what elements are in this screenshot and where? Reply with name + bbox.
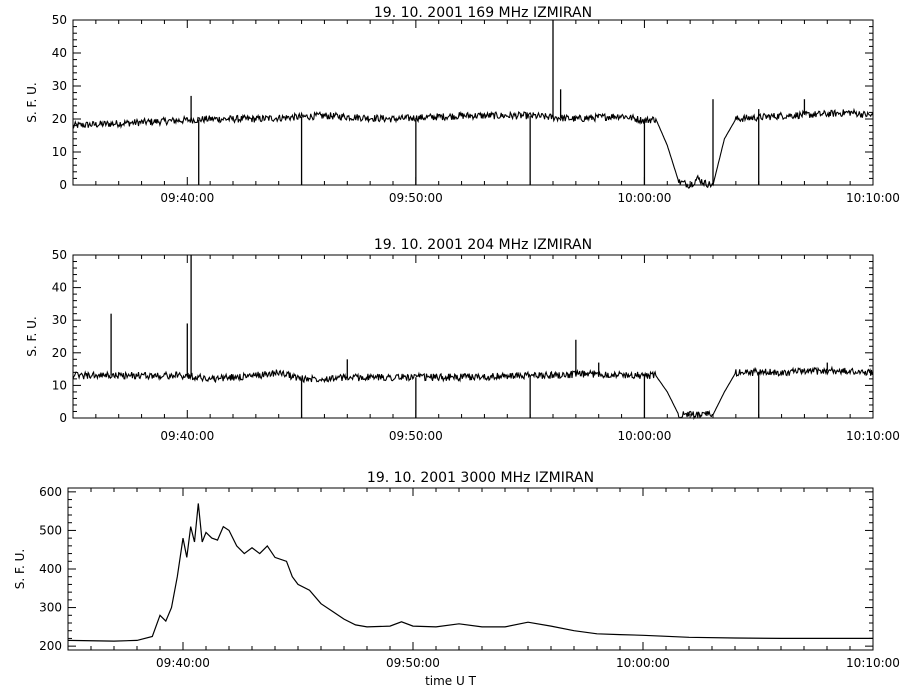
plot-frame: [72, 254, 874, 419]
x-tick-label: 09:40:00: [160, 191, 214, 205]
series-line: [72, 365, 874, 421]
x-tick-label: 10:10:00: [846, 656, 900, 670]
y-tick-label: 50: [52, 13, 67, 27]
y-tick-label: 30: [52, 313, 67, 327]
chart-panel-1: 19. 10. 2001 169 MHz IZMIRAN S. F. U. 0 10 2…: [25, 5, 900, 205]
x-axis-label: time U T: [425, 674, 477, 688]
y-tick-label: 0: [59, 178, 67, 192]
chart-title: 19. 10. 2001 169 MHz IZMIRAN: [374, 5, 592, 21]
chart-panel-2: 19. 10. 2001 204 MHz IZMIRAN S. F. U. 0 10 2…: [25, 237, 900, 443]
x-tick-label: 09:50:00: [386, 656, 440, 670]
y-tick-label: 0: [59, 411, 67, 425]
x-tick-label: 10:00:00: [617, 429, 671, 443]
y-tick-label: 300: [39, 601, 62, 615]
y-tick-label: 500: [39, 523, 62, 537]
series-line: [67, 503, 873, 642]
x-tick-label: 09:50:00: [389, 191, 443, 205]
chart-title: 19. 10. 2001 3000 MHz IZMIRAN: [367, 470, 594, 486]
y-tick-label: 20: [52, 346, 67, 360]
y-axis-label: S. F. U.: [25, 82, 39, 122]
y-axis-label: S. F. U.: [13, 549, 27, 589]
x-tick-label: 10:10:00: [846, 191, 900, 205]
x-tick-label: 09:40:00: [156, 656, 210, 670]
x-tick-label: 10:00:00: [617, 191, 671, 205]
x-tick-label: 09:50:00: [389, 429, 443, 443]
series-line: [72, 107, 874, 189]
y-tick-label: 200: [39, 639, 62, 653]
y-tick-label: 50: [52, 248, 67, 262]
chart-panel-3: 19. 10. 2001 3000 MHz IZMIRAN S. F. U. 200…: [13, 470, 900, 688]
y-tick-label: 600: [39, 485, 62, 499]
x-tick-label: 10:10:00: [846, 429, 900, 443]
y-tick-label: 30: [52, 79, 67, 93]
x-tick-label: 10:00:00: [616, 656, 670, 670]
y-tick-label: 40: [52, 281, 67, 295]
y-tick-label: 400: [39, 562, 62, 576]
chart-title: 19. 10. 2001 204 MHz IZMIRAN: [374, 237, 592, 253]
y-tick-label: 40: [52, 46, 67, 60]
y-axis-label: S. F. U.: [25, 316, 39, 356]
y-tick-label: 10: [52, 145, 67, 159]
y-tick-label: 10: [52, 378, 67, 392]
plot-frame: [72, 19, 874, 186]
y-tick-label: 20: [52, 112, 67, 126]
x-tick-label: 09:40:00: [160, 429, 214, 443]
